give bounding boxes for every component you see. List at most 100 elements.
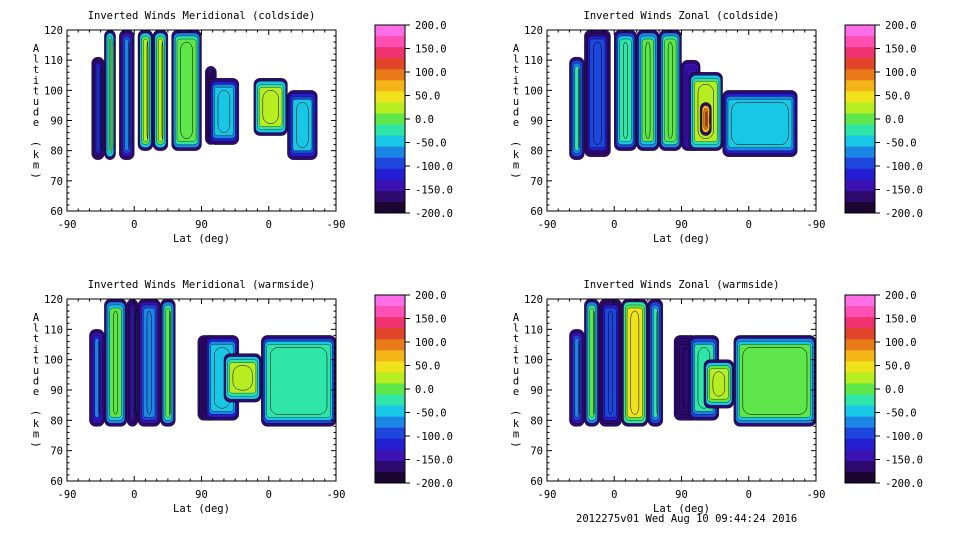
contour-core [180,41,193,139]
x-tick-label: 90 [675,219,688,231]
y-axis-label-char: A [513,43,520,55]
colorbar-swatch [375,36,405,48]
colorbar-swatch [375,339,405,351]
y-axis-label-char: ) [30,173,42,179]
contour-core [113,41,115,148]
y-tick-label: 100 [44,85,63,97]
colorbar-swatch [375,58,405,70]
colorbar-tick-label: 150.0 [885,314,917,326]
colorbar-tick-label: 100.0 [415,67,447,79]
y-axis-label-char: t [33,354,39,366]
colorbar-tick-label: -150.0 [885,455,923,467]
contour-core [161,41,164,139]
x-tick-label: 0 [611,489,617,501]
colorbar-tick-label: -50.0 [885,408,917,420]
colorbar-tick-label: -200.0 [885,208,923,220]
plot-area [91,30,318,160]
colorbar-swatch [845,306,875,318]
contour-core [630,310,640,415]
y-axis-label-char: i [513,75,519,87]
colorbar-swatch [375,47,405,59]
x-tick-label: -90 [327,489,346,501]
y-axis-label-char: d [513,107,519,119]
colorbar-swatch [845,179,875,192]
colorbar-swatch [845,394,875,407]
colorbar: 200.0 150.0 100.0 50.0 0.0 -50.0 -100.0 -150.0 -… [374,290,453,490]
y-tick-label: 60 [50,476,63,488]
y-tick-label: 80 [530,146,543,158]
x-axis-label: Lat (deg) [653,503,710,515]
y-axis-label-char: e [513,117,519,129]
x-tick-label: 0 [746,219,752,231]
colorbar-swatch [375,146,405,159]
colorbar-tick-label: 0.0 [885,114,904,126]
colorbar-tick-label: -150.0 [415,455,453,467]
colorbar-swatch [845,427,875,440]
contour-cell [131,307,134,418]
plot-area [89,299,336,427]
y-axis-label-char: k [513,418,520,430]
colorbar-swatch [845,201,875,214]
y-tick-label: 110 [524,55,543,67]
contour-core [113,310,119,415]
y-axis-label-char: e [513,386,519,398]
colorbar-swatch [375,69,405,81]
colorbar-tick-label: -150.0 [885,185,923,197]
y-axis-label-char: ( [510,410,522,416]
x-tick-label: 90 [675,489,688,501]
chart-title: Inverted Winds Zonal (warmside) [584,279,780,291]
colorbar-swatch [375,168,405,181]
colorbar-swatch [375,361,405,373]
x-axis-label: Lat (deg) [173,233,230,245]
contour-core [608,310,613,415]
colorbar-tick-label: -50.0 [415,408,447,420]
colorbar-swatch [845,295,875,307]
y-axis-label-char: d [33,107,39,119]
colorbar-swatch [375,25,405,37]
y-tick-label: 110 [44,55,63,67]
colorbar-tick-label: 200.0 [415,20,447,32]
colorbar-swatch [375,383,405,396]
x-axis-label: Lat (deg) [653,233,710,245]
contour-core [100,68,102,148]
colorbar-swatch [375,471,405,484]
y-tick-label: 100 [524,355,543,367]
y-axis-label-char: l [33,54,39,66]
y-axis-label-char: A [513,312,520,324]
colorbar-tick-label: 150.0 [885,44,917,56]
colorbar-tick-label: -200.0 [885,478,923,490]
colorbar: 200.0 150.0 100.0 50.0 0.0 -50.0 -100.0 -150.0 -… [374,20,453,220]
y-tick-label: 70 [530,446,543,458]
y-tick-label: 90 [50,116,63,128]
colorbar-swatch [375,201,405,214]
colorbar-swatch [845,405,875,418]
y-axis-label-char: u [513,365,519,377]
y-tick-label: 90 [530,116,543,128]
x-tick-label: 0 [266,489,272,501]
colorbar-swatch [375,317,405,329]
figure-footer: 2012275v01 Wed Aug 10 09:44:24 2016 [576,513,798,525]
colorbar-tick-label: -50.0 [415,138,447,150]
chart-panel-0: Inverted Winds Meridional (coldside) 60 70… [30,10,453,245]
colorbar-swatch [845,47,875,59]
colorbar-swatch [375,405,405,418]
colorbar-tick-label: -100.0 [415,431,453,443]
colorbar-tick-label: 50.0 [415,361,440,373]
contour-core [262,90,279,124]
colorbar-tick-label: -50.0 [885,138,917,150]
y-tick-label: 80 [50,146,63,158]
colorbar-swatch [845,91,875,103]
chart-title: Inverted Winds Zonal (coldside) [584,10,780,22]
y-tick-label: 70 [50,446,63,458]
contour-core [667,41,673,139]
y-axis-label-char: t [513,64,519,76]
colorbar-swatch [845,383,875,396]
colorbar: 200.0 150.0 100.0 50.0 0.0 -50.0 -100.0 -150.0 -… [844,290,923,490]
y-axis-label-char: l [513,54,519,66]
colorbar-swatch [845,36,875,48]
x-tick-label: -90 [538,219,557,231]
colorbar-swatch [845,58,875,70]
y-axis-label-char: u [513,96,519,108]
x-tick-label: 0 [611,219,617,231]
colorbar-tick-label: -100.0 [885,431,923,443]
